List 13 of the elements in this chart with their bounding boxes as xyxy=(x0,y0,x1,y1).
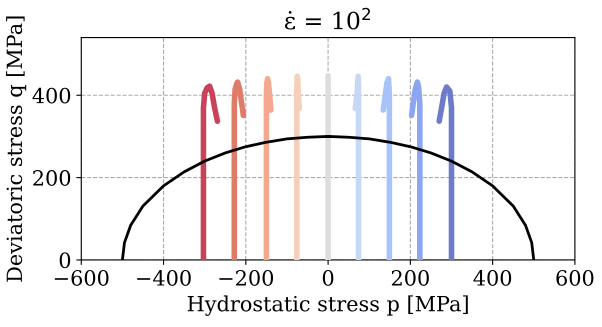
x-tick-label: −600 xyxy=(54,270,108,286)
y-tick-label: 400 xyxy=(32,88,70,104)
x-tick-label: −200 xyxy=(219,270,274,286)
y-tick-label: 200 xyxy=(33,170,70,186)
x-tick-label: 600 xyxy=(556,270,594,286)
x-tick-label: 0 xyxy=(322,270,334,286)
x-tick-label: 400 xyxy=(473,270,512,286)
x-tick-label: −400 xyxy=(137,270,191,286)
x-tick-label: 200 xyxy=(392,270,429,286)
chart-title: ε̇ = 10$^{2}$ xyxy=(284,8,370,30)
y-tick-label: 0 xyxy=(60,252,70,268)
x-axis-title: Hydrostatic stress p [MPa] xyxy=(188,295,468,316)
y-axis-title: Deviatoric stress q [MPa] xyxy=(6,16,26,282)
